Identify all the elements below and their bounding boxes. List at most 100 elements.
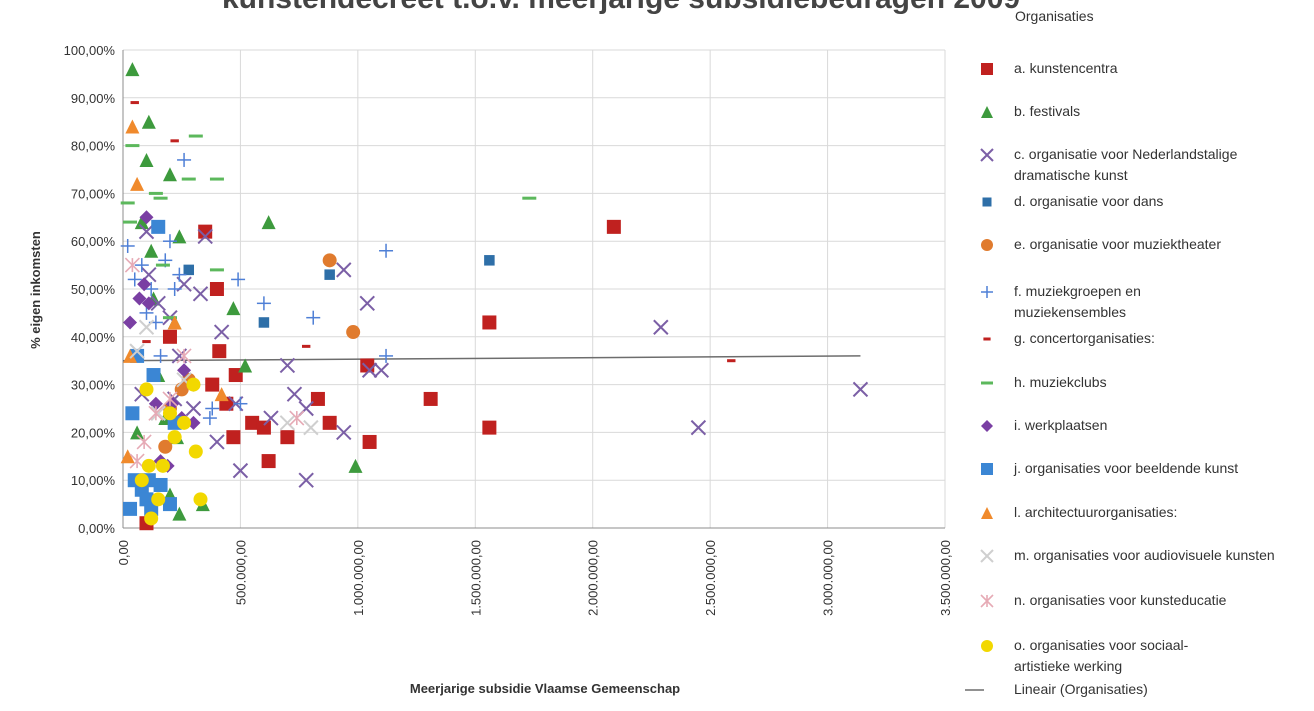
data-point: [261, 215, 276, 230]
data-point: [279, 357, 296, 374]
legend-label: m. organisaties voor audiovisuele kunste…: [1014, 547, 1275, 563]
y-tick-label: 10,00%: [71, 473, 116, 488]
data-point: [139, 210, 154, 225]
data-point: [120, 449, 135, 464]
data-point: [606, 219, 621, 234]
data-point: [137, 277, 152, 292]
data-point: [192, 286, 209, 302]
data-point: [151, 219, 166, 234]
data-point: [125, 119, 140, 134]
data-point: [690, 419, 707, 436]
legend-title: Organisaties: [1015, 8, 1094, 24]
data-point: [162, 316, 177, 320]
data-point: [198, 224, 213, 239]
legend-marker-icon: [981, 507, 993, 519]
y-tick-label: 100,00%: [64, 43, 116, 58]
data-point: [348, 458, 363, 473]
x-tick-label: 3.500.000,00: [938, 540, 953, 616]
data-point: [482, 315, 497, 330]
data-point: [139, 382, 154, 397]
legend-marker-icon: [980, 549, 994, 563]
data-point: [134, 258, 149, 273]
trendline-layer: [122, 355, 861, 362]
data-point: [176, 348, 192, 364]
data-point: [261, 454, 276, 469]
data-point: [120, 238, 135, 253]
x-tick-label: 1.500.000,00: [468, 540, 483, 616]
legend-label: b. festivals: [1014, 103, 1081, 119]
data-point: [322, 415, 337, 430]
data-point: [183, 264, 195, 276]
data-point: [172, 229, 187, 244]
data-point: [123, 501, 138, 516]
data-point: [373, 362, 390, 378]
data-point: [167, 315, 182, 330]
x-tick-label: 2.500.000,00: [703, 540, 718, 616]
legend-label: d. organisatie voor dans: [1014, 193, 1164, 209]
data-point: [150, 295, 166, 312]
data-point: [245, 415, 260, 430]
legend-marker-icon: [983, 337, 991, 341]
data-point: [136, 434, 152, 450]
legend-marker-icon: [981, 381, 993, 385]
data-point: [209, 282, 224, 296]
data-point: [125, 144, 140, 148]
data-point: [146, 368, 161, 383]
y-tick-label: 70,00%: [71, 186, 116, 201]
data-point: [360, 358, 375, 373]
data-point: [172, 506, 187, 521]
data-point: [129, 453, 145, 469]
data-point: [162, 406, 177, 421]
y-tick-label: 50,00%: [71, 282, 116, 297]
data-point: [322, 253, 337, 268]
legend-label: c. organisatie voor Nederlandstalige dra…: [1014, 146, 1238, 183]
data-point: [226, 430, 241, 445]
data-point: [727, 359, 736, 363]
legend-marker-icon: [965, 689, 984, 691]
data-point: [162, 329, 177, 344]
data-point: [148, 191, 163, 195]
legend-label: n. organisaties voor kunsteducatie: [1014, 592, 1227, 608]
data-point: [202, 411, 217, 426]
y-tick-label: 20,00%: [71, 425, 116, 440]
x-axis-title: Meerjarige subsidie Vlaamse Gemeenschap: [410, 681, 680, 696]
data-point: [214, 387, 229, 402]
data-point: [148, 405, 164, 421]
data-point: [172, 267, 187, 282]
legend-label: g. concertorganisaties:: [1014, 330, 1155, 346]
data-point: [185, 400, 202, 417]
data-point: [423, 391, 438, 406]
data-point: [484, 255, 495, 266]
data-point: [127, 272, 142, 287]
data-point: [238, 358, 253, 373]
data-point: [130, 425, 145, 440]
legend-label: e. organisatie voor muziektheater: [1014, 236, 1221, 252]
data-point: [279, 415, 296, 431]
data-point: [303, 419, 319, 436]
data-point: [336, 424, 352, 441]
legend-label: i. werkplaatsen: [1014, 417, 1108, 433]
legend-label: l. architectuurorganisaties:: [1014, 504, 1178, 520]
data-point: [310, 391, 325, 406]
data-point: [186, 377, 201, 392]
data-point: [150, 405, 166, 421]
data-point: [209, 268, 224, 272]
data-point: [153, 348, 168, 363]
data-point: [193, 492, 208, 507]
data-point: [306, 310, 321, 325]
data-point: [361, 362, 378, 378]
data-point: [181, 177, 196, 181]
data-point: [226, 301, 241, 316]
data-point: [205, 401, 220, 416]
data-point: [336, 262, 352, 278]
data-point: [125, 406, 140, 421]
data-point: [177, 152, 192, 167]
legend-marker-icon: [980, 148, 994, 162]
data-point: [263, 410, 279, 426]
data-point: [170, 139, 179, 143]
legend-marker-icon: [981, 63, 993, 75]
data-point: [188, 134, 203, 138]
y-tick-label: 0,00%: [78, 521, 115, 536]
data-point: [167, 282, 182, 296]
data-point: [177, 415, 192, 430]
